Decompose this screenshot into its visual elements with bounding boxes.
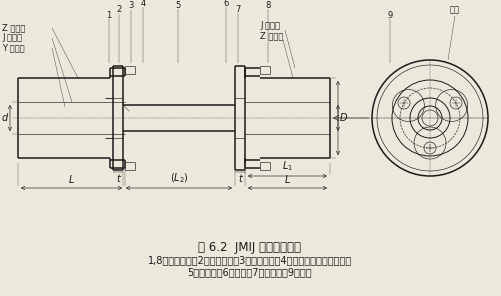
Text: 图 6.2  JMIJ 型膜片联轴器: 图 6.2 JMIJ 型膜片联轴器 [198, 242, 302, 255]
Text: 5－中间轴；6－隔圈；7－支承圈；9－膜片: 5－中间轴；6－隔圈；7－支承圈；9－膜片 [188, 267, 312, 277]
Text: t: t [116, 174, 120, 184]
Text: d: d [2, 113, 8, 123]
Text: t: t [238, 174, 242, 184]
Text: 9: 9 [387, 10, 393, 20]
Text: Z 型轴孔: Z 型轴孔 [2, 23, 26, 33]
Text: 1,8－半联轴器；2－扣紧螺母；3－六角螺母；4－六角头铰制孔用螺栓；: 1,8－半联轴器；2－扣紧螺母；3－六角螺母；4－六角头铰制孔用螺栓； [148, 255, 352, 265]
Text: 8: 8 [266, 1, 271, 9]
Text: 5: 5 [175, 1, 181, 9]
Text: 1: 1 [106, 10, 112, 20]
Text: 4: 4 [140, 0, 146, 7]
Text: J 型轴孔: J 型轴孔 [2, 33, 22, 43]
Text: 标志: 标志 [450, 5, 460, 14]
Text: Y 型轴孔: Y 型轴孔 [2, 44, 25, 52]
Text: 3: 3 [128, 1, 134, 10]
Text: D: D [340, 113, 348, 123]
Text: $(L_2)$: $(L_2)$ [170, 171, 188, 185]
Text: L: L [285, 175, 290, 185]
Text: 6: 6 [223, 0, 228, 7]
Text: 2: 2 [116, 6, 122, 15]
Text: Z 型轴孔: Z 型轴孔 [260, 31, 284, 40]
Text: J 型轴孔: J 型轴孔 [260, 21, 280, 30]
Text: L: L [69, 175, 74, 185]
Text: 7: 7 [235, 4, 240, 14]
Text: $L_1$: $L_1$ [282, 159, 293, 173]
